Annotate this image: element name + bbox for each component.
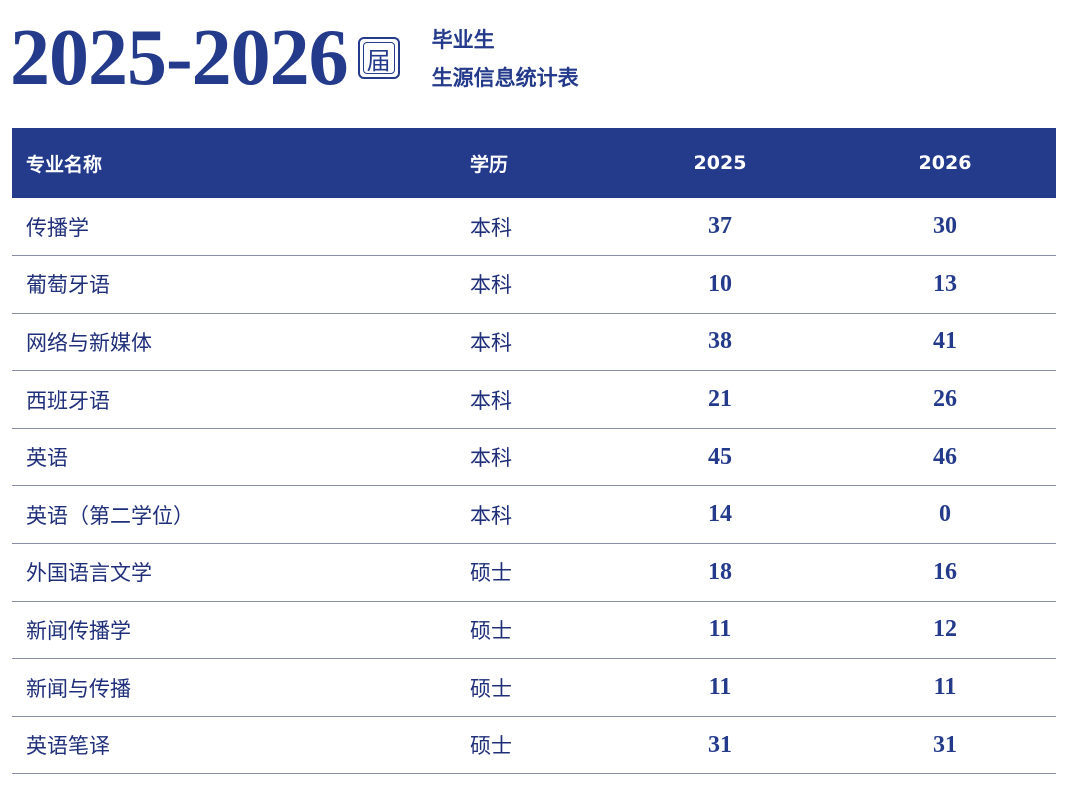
cell-2026: 11 xyxy=(933,674,957,701)
cell-major: 新闻传播学 xyxy=(26,618,131,643)
column-header-2025: 2025 xyxy=(693,152,747,174)
cell-2026: 13 xyxy=(933,270,957,297)
subtitle-line-2: 生源信息统计表 xyxy=(431,66,579,90)
cell-2026: 26 xyxy=(933,386,957,413)
cell-degree: 硕士 xyxy=(470,561,512,586)
table-row: 英语（第二学位） 本科 14 0 xyxy=(12,486,1056,544)
page-title-years: 2025-2026 xyxy=(10,14,349,102)
table-row: 外国语言文学 硕士 18 16 xyxy=(12,544,1056,602)
table-header-row: 专业名称 学历 2025 2026 xyxy=(12,128,1056,198)
table-row: 新闻与传播 硕士 11 11 xyxy=(12,659,1056,717)
cell-major: 网络与新媒体 xyxy=(26,330,152,355)
subtitle-line-1: 毕业生 xyxy=(431,28,495,52)
jie-badge-text: 届 xyxy=(366,46,391,75)
table-body: 传播学 本科 37 30 葡萄牙语 本科 10 13 网络与新媒体 本科 38 … xyxy=(12,198,1056,774)
cell-2025: 37 xyxy=(708,213,732,240)
cell-2026: 31 xyxy=(933,731,957,758)
table-row: 英语笔译 硕士 31 31 xyxy=(12,716,1056,774)
table-row: 网络与新媒体 本科 38 41 xyxy=(12,313,1056,371)
cell-major: 传播学 xyxy=(26,215,89,240)
cell-2025: 45 xyxy=(708,443,732,470)
cell-2026: 46 xyxy=(933,443,957,470)
table-row: 葡萄牙语 本科 10 13 xyxy=(12,256,1056,314)
cell-2025: 38 xyxy=(708,328,732,355)
column-header-2026: 2026 xyxy=(918,152,972,174)
cell-degree: 本科 xyxy=(470,215,512,240)
cell-degree: 本科 xyxy=(470,273,512,298)
page-header: 2025-2026 届 毕业生 生源信息统计表 xyxy=(10,8,579,108)
cell-2025: 14 xyxy=(708,501,732,528)
cell-2025: 10 xyxy=(708,270,732,297)
cell-major: 英语 xyxy=(26,446,68,471)
page-subtitle: 毕业生 生源信息统计表 xyxy=(432,24,579,92)
cell-2026: 12 xyxy=(933,616,957,643)
statistics-table: 专业名称 学历 2025 2026 传播学 本科 37 30 葡萄牙语 本科 1… xyxy=(12,128,1056,774)
cell-major: 葡萄牙语 xyxy=(26,273,110,298)
cell-degree: 本科 xyxy=(470,503,512,528)
cell-degree: 硕士 xyxy=(470,676,512,701)
cell-major: 西班牙语 xyxy=(26,388,110,413)
table-row: 西班牙语 本科 21 26 xyxy=(12,371,1056,429)
cell-2025: 11 xyxy=(708,616,732,643)
table-row: 新闻传播学 硕士 11 12 xyxy=(12,601,1056,659)
jie-badge: 届 xyxy=(357,37,400,79)
cell-degree: 硕士 xyxy=(470,618,512,643)
cell-major: 英语（第二学位） xyxy=(26,503,194,528)
cell-degree: 本科 xyxy=(470,330,512,355)
cell-2026: 30 xyxy=(933,213,957,240)
cell-2025: 21 xyxy=(708,386,732,413)
cell-degree: 本科 xyxy=(470,446,512,471)
cell-2026: 0 xyxy=(939,501,951,528)
cell-major: 英语笔译 xyxy=(26,734,110,759)
cell-2025: 18 xyxy=(708,558,732,585)
cell-2025: 31 xyxy=(708,731,732,758)
cell-major: 新闻与传播 xyxy=(26,676,131,701)
table-header: 专业名称 学历 2025 2026 xyxy=(12,128,1056,198)
table-row: 英语 本科 45 46 xyxy=(12,428,1056,486)
cell-2026: 41 xyxy=(933,328,957,355)
cell-degree: 本科 xyxy=(470,388,512,413)
table-row: 传播学 本科 37 30 xyxy=(12,198,1056,256)
cell-degree: 硕士 xyxy=(470,734,512,759)
cell-2026: 16 xyxy=(933,558,957,585)
cell-2025: 11 xyxy=(708,674,732,701)
column-header-major: 专业名称 xyxy=(26,153,103,176)
statistics-table-container: 专业名称 学历 2025 2026 传播学 本科 37 30 葡萄牙语 本科 1… xyxy=(12,128,1056,774)
cell-major: 外国语言文学 xyxy=(26,561,152,586)
column-header-degree: 学历 xyxy=(470,153,509,176)
